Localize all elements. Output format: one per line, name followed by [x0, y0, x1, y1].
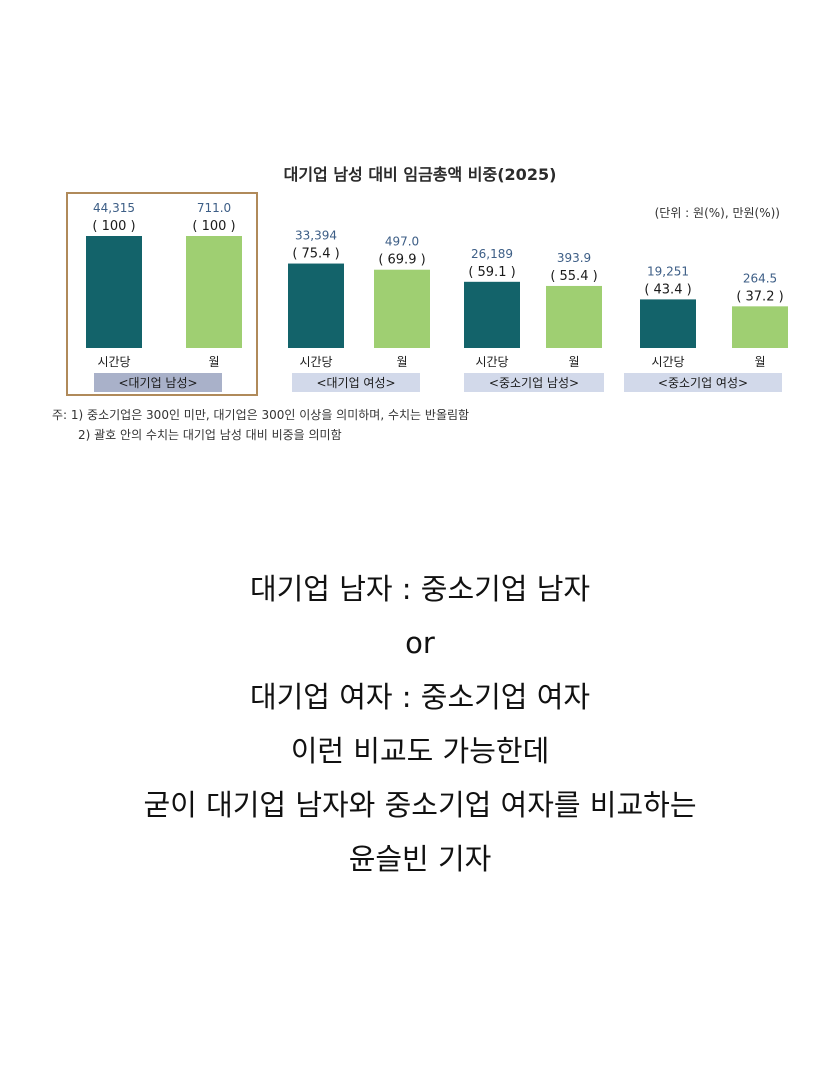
bar-monthly-1 — [374, 269, 430, 348]
value-label: 44,315 — [93, 201, 135, 215]
value-label: 393.9 — [557, 251, 591, 265]
caption-line-2: or — [405, 626, 435, 660]
bar-hourly-2 — [464, 281, 520, 348]
chart-title: 대기업 남성 대비 임금총액 비중(2025) — [284, 165, 557, 184]
group-label: <중소기업 여성> — [658, 376, 748, 390]
caption-text: 대기업 남자 : 중소기업 남자 or 대기업 여자 : 중소기업 여자 이런 … — [0, 575, 840, 899]
value-label: 711.0 — [197, 201, 231, 215]
ratio-label: ( 59.1 ) — [468, 265, 515, 280]
unit-label: (단위 : 원(%), 만원(%)) — [655, 206, 780, 220]
caption-line-3: 대기업 여자 : 중소기업 여자 — [249, 680, 591, 714]
group-label-bg — [464, 373, 604, 392]
group-label-bg — [624, 373, 782, 392]
ratio-label: ( 100 ) — [192, 219, 235, 234]
bar-hourly-3 — [640, 299, 696, 348]
caption-line-1: 대기업 남자 : 중소기업 남자 — [249, 572, 591, 606]
ratio-label: ( 43.4 ) — [644, 282, 691, 297]
value-label: 26,189 — [471, 247, 513, 261]
value-label: 19,251 — [647, 264, 689, 278]
value-label: 497.0 — [385, 235, 419, 249]
bar-monthly-3 — [732, 306, 788, 348]
note-1: 주: 1) 중소기업은 300인 미만, 대기업은 300인 이상을 의미하며,… — [52, 408, 469, 422]
value-label: 264.5 — [743, 271, 777, 285]
category-label: 시간당 — [651, 355, 684, 369]
bar-hourly-1 — [288, 263, 344, 348]
note-2: 2) 괄호 안의 수치는 대기업 남성 대비 비중을 의미함 — [78, 428, 342, 442]
category-label: 시간당 — [299, 355, 332, 369]
ratio-label: ( 69.9 ) — [378, 253, 425, 268]
wage-ratio-chart: 대기업 남성 대비 임금총액 비중(2025) (단위 : 원(%), 만원(%)… — [0, 150, 840, 470]
category-label: 시간당 — [97, 355, 130, 369]
ratio-label: ( 75.4 ) — [292, 247, 339, 262]
bar-monthly-0 — [186, 236, 242, 348]
ratio-label: ( 37.2 ) — [736, 289, 783, 304]
group-label: <중소기업 남성> — [489, 376, 579, 390]
group-label-bg — [94, 373, 222, 392]
highlight-frame — [66, 192, 258, 396]
group-label: <대기업 남성> — [118, 376, 197, 390]
value-label: 33,394 — [295, 229, 337, 243]
group-label-bg — [292, 373, 420, 392]
ratio-label: ( 100 ) — [92, 219, 135, 234]
bar-hourly-0 — [86, 236, 142, 348]
category-label: 월 — [396, 355, 407, 369]
chart-svg: 대기업 남성 대비 임금총액 비중(2025) (단위 : 원(%), 만원(%)… — [52, 165, 788, 442]
caption-line-6: 윤슬빈 기자 — [348, 842, 492, 876]
category-label: 월 — [568, 355, 579, 369]
caption-line-5: 굳이 대기업 남자와 중소기업 여자를 비교하는 — [143, 788, 697, 822]
category-label: 시간당 — [475, 355, 508, 369]
caption-line-4: 이런 비교도 가능한데 — [290, 734, 550, 768]
group-label: <대기업 여성> — [316, 376, 395, 390]
bar-monthly-2 — [546, 285, 602, 348]
category-label: 월 — [208, 355, 219, 369]
category-label: 월 — [754, 355, 765, 369]
ratio-label: ( 55.4 ) — [550, 269, 597, 284]
